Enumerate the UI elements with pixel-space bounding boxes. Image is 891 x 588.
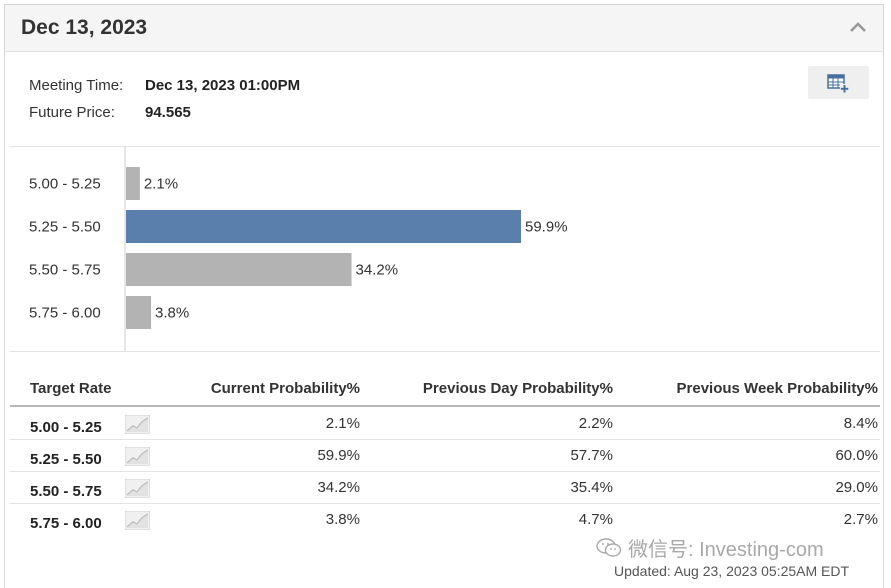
col-header-previous-day-probability: Previous Day Probability%	[422, 380, 613, 397]
meeting-time-value: Dec 13, 2023 01:00PM	[145, 77, 301, 94]
wechat-icon	[596, 537, 622, 557]
row-previous-week-probability: 8.4%	[843, 415, 878, 432]
category-label: 5.00 - 5.25	[29, 176, 101, 193]
probability-bar	[126, 210, 521, 243]
line-chart-icon[interactable]	[124, 478, 151, 499]
future-price-label: Future Price:	[29, 104, 115, 121]
wechat-watermark: 微信号: Investing-com	[596, 533, 824, 562]
watermark-text: 微信号: Investing-com	[628, 539, 824, 561]
col-header-target-rate: Target Rate	[30, 380, 112, 397]
row-divider	[10, 471, 880, 472]
row-current-probability: 59.9%	[317, 447, 360, 464]
row-previous-week-probability: 2.7%	[843, 511, 878, 528]
row-divider	[10, 503, 880, 504]
line-chart-icon[interactable]	[124, 510, 151, 531]
category-label: 5.25 - 5.50	[29, 219, 101, 236]
meeting-time-label: Meeting Time:	[29, 77, 124, 94]
row-previous-day-probability: 35.4%	[570, 479, 613, 496]
probability-bar-chart: 5.00 - 5.25 2.1% 5.25 - 5.50 59.9% 5.50 - 5.…	[29, 147, 568, 352]
table-header-divider	[10, 405, 880, 407]
col-header-previous-week-probability: Previous Week Probability%	[676, 380, 878, 397]
row-current-probability: 2.1%	[325, 415, 360, 432]
row-current-probability: 34.2%	[317, 479, 360, 496]
bar-value-label: 3.8%	[155, 305, 189, 322]
probability-bar	[126, 167, 140, 200]
row-divider	[10, 439, 880, 440]
category-label: 5.75 - 6.00	[29, 305, 101, 322]
line-chart-icon[interactable]	[124, 414, 151, 435]
bar-value-label: 59.9%	[525, 219, 568, 236]
row-current-probability: 3.8%	[325, 511, 360, 528]
future-price-value: 94.565	[145, 104, 191, 121]
bar-value-label: 34.2%	[356, 262, 399, 279]
chevron-up-icon[interactable]	[845, 15, 871, 41]
row-target-rate: 5.25 - 5.50	[30, 451, 102, 468]
bar-value-label: 2.1%	[144, 176, 178, 193]
line-chart-icon[interactable]	[124, 446, 151, 467]
meeting-date-title: Dec 13, 2023	[21, 16, 148, 39]
updated-timestamp: Updated: Aug 23, 2023 05:25AM EDT	[614, 563, 850, 579]
divider	[10, 351, 880, 352]
row-previous-week-probability: 29.0%	[835, 479, 878, 496]
calendar-add-icon	[827, 74, 849, 93]
row-target-rate: 5.00 - 5.25	[30, 419, 102, 436]
divider	[10, 146, 880, 147]
row-previous-day-probability: 2.2%	[578, 415, 613, 432]
panel-header[interactable]: Dec 13, 2023	[5, 5, 883, 52]
row-previous-day-probability: 57.7%	[570, 447, 613, 464]
add-to-calendar-button[interactable]	[808, 66, 869, 99]
col-header-current-probability: Current Probability%	[210, 380, 360, 397]
probability-panel: Dec 13, 2023 Meeting Time: Dec 13, 2023 …	[4, 4, 884, 588]
probability-bar	[126, 296, 152, 329]
row-target-rate: 5.50 - 5.75	[30, 483, 102, 500]
row-target-rate: 5.75 - 6.00	[30, 515, 102, 532]
category-label: 5.50 - 5.75	[29, 262, 101, 279]
row-previous-day-probability: 4.7%	[578, 511, 613, 528]
row-previous-week-probability: 60.0%	[835, 447, 878, 464]
probability-bar	[126, 253, 352, 286]
